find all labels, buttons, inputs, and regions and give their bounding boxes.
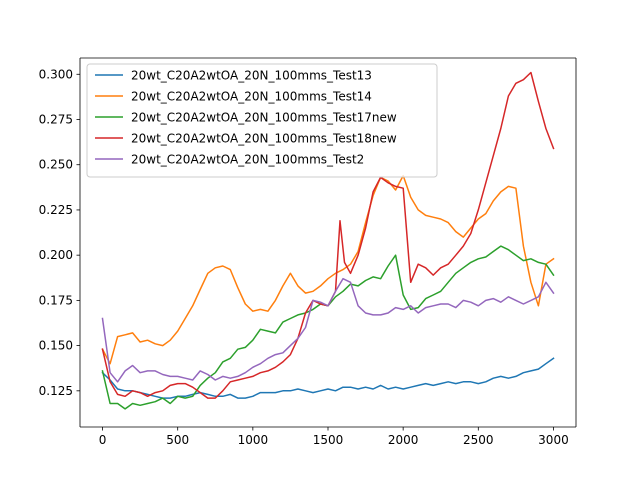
y-tick-label: 0.175 [39, 293, 73, 307]
x-tick-label: 3000 [538, 433, 569, 447]
axes-layer: 0 500 1000 1500 2000 2500 3000 0.125 0.150 0.175 0… [39, 57, 577, 447]
y-tick-label: 0.300 [39, 67, 73, 81]
y-tick-label: 0.200 [39, 248, 73, 262]
legend-label-1: 20wt_C20A2wtOA_20N_100mms_Test13 [131, 69, 372, 83]
y-tick-label: 0.275 [39, 113, 73, 127]
series-line-2 [101, 174, 555, 365]
legend-label-5: 20wt_C20A2wtOA_20N_100mms_Test2 [131, 153, 364, 167]
x-tick-label: 1500 [313, 433, 344, 447]
y-tick-label: 0.250 [39, 158, 73, 172]
x-tick-label: 500 [166, 433, 189, 447]
legend-label-3: 20wt_C20A2wtOA_20N_100mms_Test17new [131, 111, 397, 125]
legend-frame [86, 63, 438, 178]
y-tick-label: 0.225 [39, 203, 73, 217]
x-tick-label: 2500 [463, 433, 494, 447]
legend: 20wt_C20A2wtOA_20N_100mms_Test13 20wt_C20… [86, 63, 438, 178]
x-tick-label: 2000 [388, 433, 419, 447]
y-tick-label: 0.150 [39, 339, 73, 353]
legend-label-2: 20wt_C20A2wtOA_20N_100mms_Test14 [131, 90, 372, 104]
y-tick-label: 0.125 [39, 384, 73, 398]
x-tick-label: 1000 [238, 433, 269, 447]
series-line-5 [101, 277, 555, 383]
x-tick-label: 0 [99, 433, 107, 447]
legend-label-4: 20wt_C20A2wtOA_20N_100mms_Test18new [131, 132, 397, 146]
series-layer [101, 71, 555, 410]
